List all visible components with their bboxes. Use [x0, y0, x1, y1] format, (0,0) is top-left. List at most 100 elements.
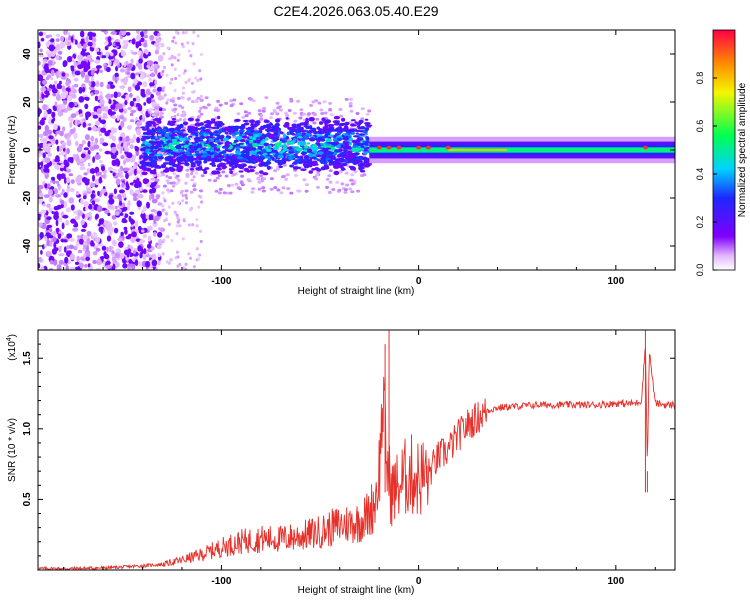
noise-dot	[47, 143, 52, 147]
noise-dot	[87, 140, 91, 148]
signal-blob	[161, 137, 166, 142]
noise-dot	[73, 60, 77, 68]
scatter-dot	[161, 191, 165, 195]
signal-blob	[140, 164, 146, 169]
noise-dot	[140, 37, 145, 42]
noise-dot	[153, 61, 158, 65]
scatter-dot	[199, 195, 203, 199]
signal-blob	[289, 126, 297, 129]
signal-blob	[142, 152, 148, 155]
noise-dot	[88, 211, 92, 218]
signal-blob	[356, 137, 364, 141]
noise-dot	[104, 40, 109, 46]
noise-dot	[115, 248, 121, 253]
scatter-dot	[194, 76, 198, 80]
noise-dot	[38, 74, 44, 82]
signal-blob	[235, 146, 241, 149]
scatter-dot	[167, 222, 171, 226]
noise-dot	[154, 42, 160, 47]
noise-dot	[93, 111, 97, 116]
noise-dot	[70, 65, 75, 72]
halo-dot	[261, 109, 266, 113]
noise-dot	[154, 49, 159, 55]
signal-blob	[175, 144, 182, 150]
halo-dot	[360, 117, 365, 121]
noise-dot	[96, 259, 102, 266]
noise-dot	[113, 227, 119, 234]
halo-dot	[270, 112, 274, 116]
scatter-dot	[161, 96, 165, 100]
halo-dot	[250, 190, 255, 194]
noise-dot	[47, 152, 52, 157]
chart-title: C2E4.2026.063.05.40.E29	[273, 3, 438, 19]
noise-dot	[62, 126, 66, 132]
halo-dot	[151, 99, 156, 103]
signal-blob	[150, 136, 154, 140]
scatter-dot	[165, 212, 169, 216]
noise-dot	[38, 91, 41, 98]
halo-dot	[289, 99, 294, 103]
signal-blob	[322, 166, 326, 170]
noise-dot	[42, 104, 48, 111]
noise-dot	[81, 60, 88, 68]
halo-dot	[232, 172, 237, 176]
signal-blob	[150, 150, 155, 153]
signal-blob	[246, 129, 252, 134]
noise-dot	[70, 204, 75, 211]
signal-blob	[204, 123, 212, 128]
noise-dot	[122, 141, 127, 149]
noise-dot	[82, 122, 87, 128]
signal-blob	[154, 117, 159, 122]
noise-dot	[94, 215, 98, 220]
signal-blob	[352, 135, 360, 138]
signal-blob	[216, 125, 222, 128]
signal-blob	[182, 158, 186, 162]
signal-blob	[363, 122, 371, 125]
signal-blob	[309, 158, 313, 162]
noise-dot	[46, 92, 50, 96]
noise-dot	[98, 218, 104, 225]
signal-blob	[249, 135, 253, 140]
noise-dot	[129, 211, 135, 215]
noise-dot	[95, 65, 102, 69]
noise-dot	[85, 256, 90, 262]
signal-blob	[338, 162, 342, 165]
signal-blob	[216, 165, 223, 168]
noise-dot	[54, 101, 58, 107]
scatter-dot	[166, 46, 170, 50]
noise-dot	[38, 31, 44, 37]
signal-blob	[146, 131, 150, 134]
noise-dot	[84, 134, 90, 140]
signal-blob	[239, 129, 245, 133]
noise-dot	[126, 75, 131, 79]
signal-blob	[334, 149, 340, 153]
noise-dot	[108, 59, 112, 67]
signal-blob	[353, 142, 357, 146]
noise-dot	[109, 127, 116, 134]
noise-dot	[96, 171, 102, 176]
noise-dot	[48, 196, 53, 203]
signal-blob	[221, 162, 226, 167]
noise-dot	[78, 86, 83, 94]
halo-dot	[173, 107, 178, 111]
halo-dot	[350, 190, 355, 194]
noise-dot	[99, 90, 103, 97]
signal-blob	[177, 149, 185, 153]
signal-blob	[267, 157, 272, 162]
noise-dot	[118, 241, 124, 249]
colorbar-tick-label: 0.4	[695, 168, 705, 181]
snr-y-label: SNR (10 * v/v)	[7, 418, 18, 482]
scatter-dot	[191, 42, 195, 46]
halo-dot	[244, 114, 249, 118]
noise-dot	[63, 192, 68, 198]
noise-dot	[49, 207, 53, 213]
noise-dot	[87, 41, 93, 47]
scatter-dot	[196, 257, 200, 261]
halo-dot	[285, 173, 290, 177]
halo-dot	[159, 111, 164, 115]
noise-dot	[119, 68, 125, 73]
signal-blob	[199, 141, 207, 144]
signal-blob	[322, 155, 327, 159]
noise-dot	[70, 179, 75, 185]
scatter-dot	[169, 81, 172, 85]
